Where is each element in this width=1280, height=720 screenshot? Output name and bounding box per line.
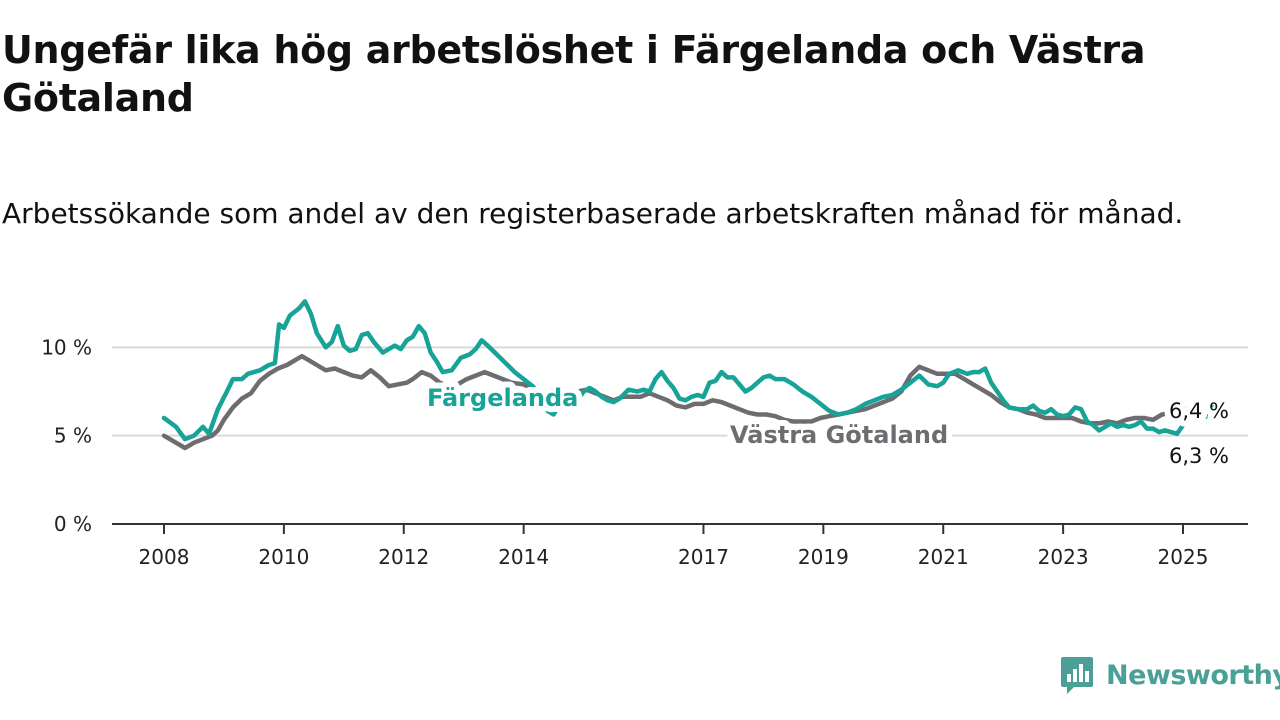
x-tick-label: 2014 [498, 545, 549, 569]
series-label-vastra-gotaland-halo: Västra Götaland [730, 421, 948, 449]
end-point-marker [1199, 402, 1216, 419]
x-tick-label: 2012 [378, 545, 429, 569]
x-tick-label: 2017 [678, 545, 729, 569]
end-label-vastra-gotaland: 6,4 % [1169, 399, 1229, 423]
series-line-fargelanda [161, 299, 1198, 442]
series-label-fargelanda: Färgelanda [427, 384, 578, 412]
y-tick-label: 10 % [41, 335, 92, 359]
x-tick-label: 2025 [1158, 545, 1209, 569]
y-tick-label: 5 % [54, 424, 92, 448]
chart-subtitle: Arbetssökande som andel av den registerb… [2, 197, 1184, 230]
end-label-fargelanda: 6,3 % [1169, 444, 1229, 468]
newsworthy-brand[interactable]: Newsworthy [1060, 654, 1280, 696]
series-line-vastra-gotaland [161, 353, 1201, 451]
gridlines [112, 346, 1248, 437]
x-axis: 2008 2010 2012 2014 2017 2019 2021 2023 2025 [112, 523, 1248, 569]
y-axis: 0 % 5 % 10 % [41, 335, 92, 536]
x-tick-label: 2019 [798, 545, 849, 569]
x-tick-label: 2023 [1038, 545, 1089, 569]
newsworthy-logo-icon [1061, 657, 1093, 694]
x-tick-label: 2008 [139, 545, 190, 569]
y-tick-label: 0 % [54, 512, 92, 536]
x-tick-label: 2010 [258, 545, 309, 569]
series-layer [161, 299, 1216, 451]
brand-name: Newsworthy [1106, 659, 1280, 691]
series-label-fargelanda-halo: Färgelanda [427, 384, 578, 412]
x-tick-label: 2021 [918, 545, 969, 569]
chart-title: Ungefär lika hög arbetslöshet i Färgelan… [2, 28, 1146, 120]
series-label-vastra-gotaland: Västra Götaland [730, 421, 948, 449]
